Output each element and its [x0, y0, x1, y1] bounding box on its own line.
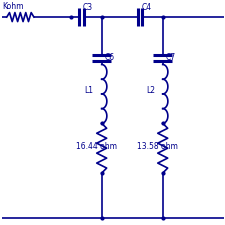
Text: C6: C6	[105, 53, 115, 62]
Text: Kohm: Kohm	[2, 2, 24, 11]
Text: 16.44 ohm: 16.44 ohm	[75, 142, 116, 151]
Text: L2: L2	[145, 86, 154, 94]
Text: C4: C4	[141, 3, 151, 12]
Text: C7: C7	[165, 53, 176, 62]
Text: C3: C3	[82, 3, 92, 12]
Text: 13.58 ohm: 13.58 ohm	[136, 142, 177, 151]
Text: L1: L1	[84, 86, 93, 94]
